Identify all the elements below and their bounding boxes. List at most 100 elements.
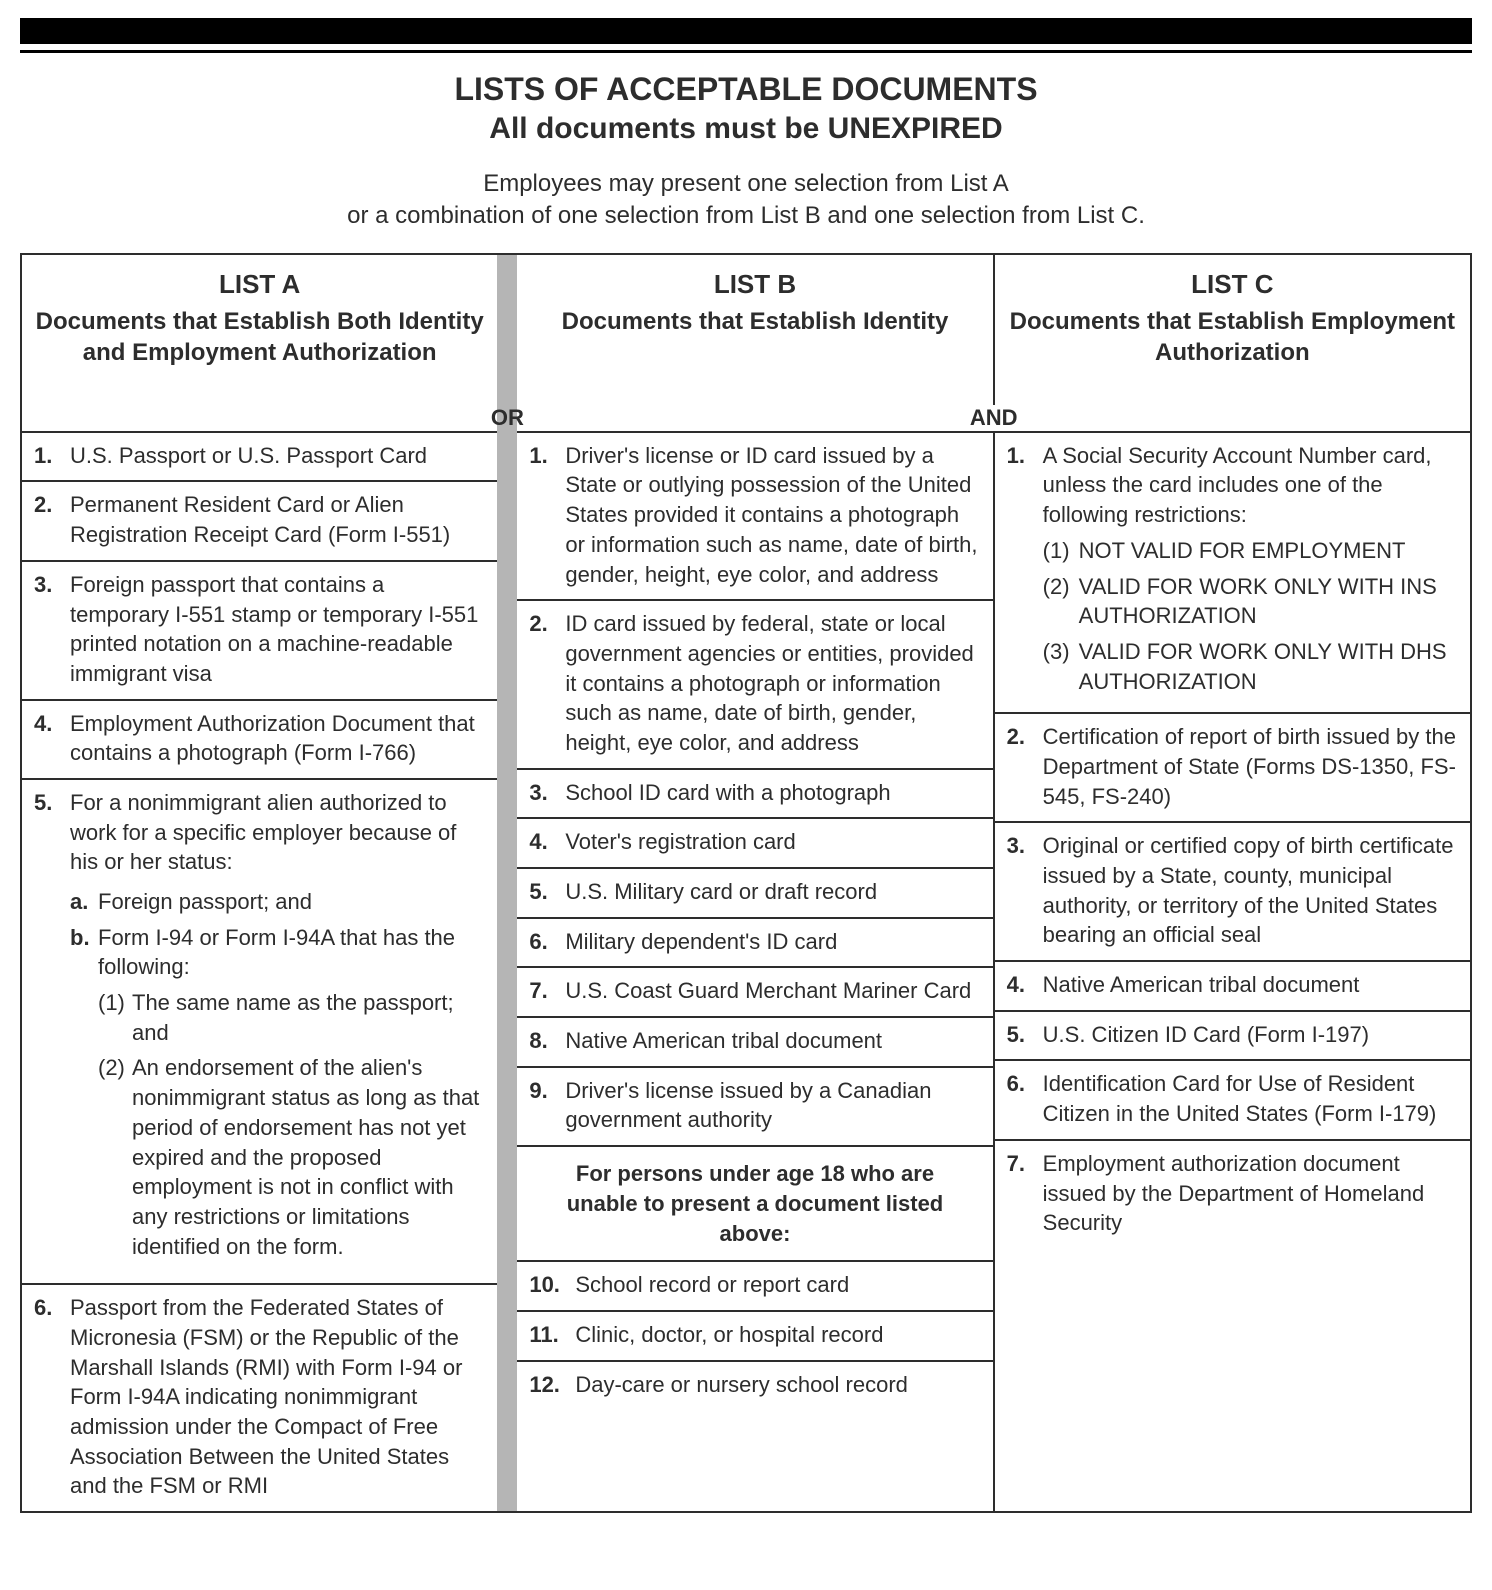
sub-item-body: Form I-94 or Form I-94A that has the fol… [98,923,485,1268]
page-title: LISTS OF ACCEPTABLE DOCUMENTS [20,71,1472,108]
sub-item-body: Foreign passport; and [98,887,485,917]
list-b-item: 7.U.S. Coast Guard Merchant Mariner Card [517,968,992,1018]
item-body: Employment authorization document issued… [1043,1149,1458,1238]
subsub-item-text: An endorsement of the alien's nonimmigra… [132,1053,485,1261]
list-b-header: LIST B Documents that Establish Identity [517,255,992,433]
item-number: 6. [529,927,565,957]
item-number: 6. [34,1293,70,1501]
item-body: Employment Authorization Document that c… [70,709,485,768]
item-number: 1. [529,441,565,589]
item-text: School ID card with a photograph [565,778,980,808]
item-body: Identification Card for Use of Resident … [1043,1069,1458,1128]
item-text: School record or report card [575,1270,980,1300]
item-text: U.S. Coast Guard Merchant Mariner Card [565,976,980,1006]
item-body: U.S. Citizen ID Card (Form I-197) [1043,1020,1458,1050]
item-text: Passport from the Federated States of Mi… [70,1293,485,1501]
list-a-item: 4.Employment Authorization Document that… [22,701,497,780]
sub-list: a.Foreign passport; and b.Form I-94 or Fo… [70,887,485,1267]
item-body: Foreign passport that contains a tempora… [70,570,485,689]
restriction-number: (3) [1043,637,1079,696]
subsub-item-text: The same name as the passport; and [132,988,485,1047]
sub-item-number: b. [70,923,98,1268]
item-number: 1. [34,441,70,471]
list-b-item: 11.Clinic, doctor, or hospital record [517,1312,992,1362]
list-b-item: 4.Voter's registration card [517,819,992,869]
list-c-item: 7.Employment authorization document issu… [995,1141,1470,1248]
list-a-header: LIST A Documents that Establish Both Ide… [22,255,497,433]
item-body: Permanent Resident Card or Alien Registr… [70,490,485,549]
item-number: 1. [1007,441,1043,703]
list-c-item: 4.Native American tribal document [995,962,1470,1012]
item-text: ID card issued by federal, state or loca… [565,609,980,757]
list-b-item: 3.School ID card with a photograph [517,770,992,820]
list-a-item: 5.For a nonimmigrant alien authorized to… [22,780,497,1285]
item-text: Driver's license issued by a Canadian go… [565,1076,980,1135]
list-a-item: 6.Passport from the Federated States of … [22,1285,497,1511]
item-text: A Social Security Account Number card, u… [1043,441,1458,530]
item-number: 3. [529,778,565,808]
connector-or-label: OR [491,405,524,431]
connector-and-label: AND [966,405,1022,431]
restriction-text: NOT VALID FOR EMPLOYMENT [1079,536,1458,566]
item-text: Day-care or nursery school record [575,1370,980,1400]
item-number: 8. [529,1026,565,1056]
list-b-item: 6.Military dependent's ID card [517,919,992,969]
list-a-items: 1.U.S. Passport or U.S. Passport Card2.P… [22,433,497,1511]
item-text: Certification of report of birth issued … [1043,722,1458,811]
item-number: 5. [529,877,565,907]
intro-text: Employees may present one selection from… [20,168,1472,233]
item-text: Foreign passport that contains a tempora… [70,570,485,689]
restriction-item: (1)NOT VALID FOR EMPLOYMENT [1043,536,1458,566]
item-body: A Social Security Account Number card, u… [1043,441,1458,703]
list-b-subtitle: Documents that Establish Identity [527,306,982,337]
list-c-column: LIST C Documents that Establish Employme… [995,255,1470,1511]
item-number: 5. [1007,1020,1043,1050]
list-b-column: LIST B Documents that Establish Identity… [517,255,992,1511]
top-black-bar [20,18,1472,44]
list-c-item: 6.Identification Card for Use of Residen… [995,1061,1470,1140]
item-text: Native American tribal document [565,1026,980,1056]
list-b-item: 9.Driver's license issued by a Canadian … [517,1068,992,1147]
list-c-header: LIST C Documents that Establish Employme… [995,255,1470,433]
separator-and: AND [993,255,995,1511]
item-body: Certification of report of birth issued … [1043,722,1458,811]
intro-line-2: or a combination of one selection from L… [347,202,1145,229]
item-body: Native American tribal document [1043,970,1458,1000]
item-number: 4. [34,709,70,768]
item-text: Permanent Resident Card or Alien Registr… [70,490,485,549]
list-b-item: 2.ID card issued by federal, state or lo… [517,601,992,769]
list-a-label: LIST A [32,269,487,300]
item-body: Passport from the Federated States of Mi… [70,1293,485,1501]
item-number: 5. [34,788,70,1273]
restriction-item: (3)VALID FOR WORK ONLY WITH DHS AUTHORIZ… [1043,637,1458,696]
restriction-list: (1)NOT VALID FOR EMPLOYMENT(2)VALID FOR … [1043,536,1458,696]
item-text: U.S. Military card or draft record [565,877,980,907]
list-b-item: 1.Driver's license or ID card issued by … [517,433,992,601]
item-text: Identification Card for Use of Resident … [1043,1069,1458,1128]
list-b-label: LIST B [527,269,982,300]
list-c-subtitle: Documents that Establish Employment Auth… [1005,306,1460,368]
subsub-item-number: (1) [98,988,132,1047]
list-b-under18-note: For persons under age 18 who are unable … [517,1147,992,1262]
subsub-item: (1)The same name as the passport; and [98,988,485,1047]
item-text: U.S. Citizen ID Card (Form I-197) [1043,1020,1458,1050]
list-a-item: 1.U.S. Passport or U.S. Passport Card [22,433,497,483]
lists-table: LIST A Documents that Establish Both Ide… [20,253,1472,1513]
list-a-item: 3.Foreign passport that contains a tempo… [22,562,497,701]
item-text: Voter's registration card [565,827,980,857]
item-body: For a nonimmigrant alien authorized to w… [70,788,485,1273]
restriction-number: (1) [1043,536,1079,566]
item-number: 2. [1007,722,1043,811]
intro-line-1: Employees may present one selection from… [483,170,1009,197]
list-c-label: LIST C [1005,269,1460,300]
subsub-item: (2)An endorsement of the alien's nonimmi… [98,1053,485,1261]
item-number: 7. [1007,1149,1043,1238]
item-number: 4. [529,827,565,857]
item-text: Clinic, doctor, or hospital record [575,1320,980,1350]
sub-item-text: Form I-94 or Form I-94A that has the fol… [98,923,485,982]
sub-item: a.Foreign passport; and [70,887,485,917]
list-b-item: 10.School record or report card [517,1262,992,1312]
list-a-item: 2.Permanent Resident Card or Alien Regis… [22,482,497,561]
item-number: 2. [529,609,565,757]
item-number: 10. [529,1270,575,1300]
